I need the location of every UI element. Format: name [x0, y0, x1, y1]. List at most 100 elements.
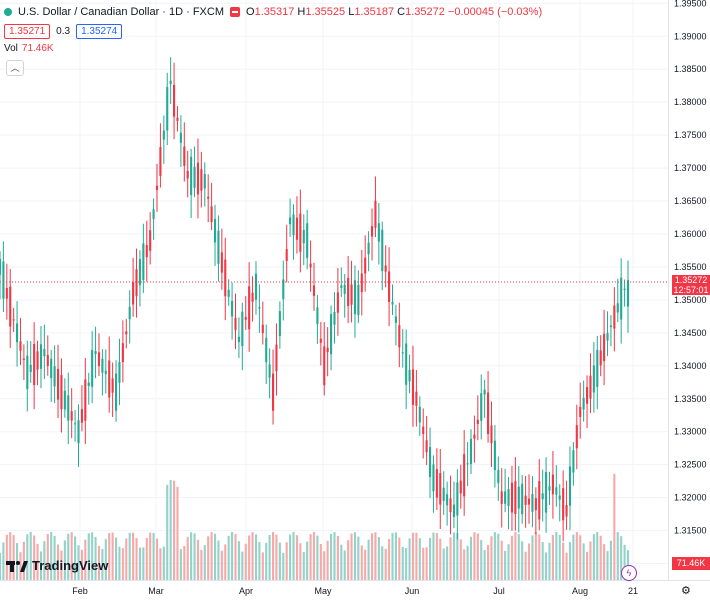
candle-body [84, 379, 87, 421]
volume-bar [33, 535, 36, 580]
volume-bar [166, 484, 169, 580]
symbol-title[interactable]: U.S. Dollar / Canadian Dollar · 1D · FXC… [18, 6, 225, 18]
price-tick-label: 1.38000 [674, 97, 707, 107]
buy-price-button[interactable]: 1.35274 [76, 24, 123, 39]
volume-bar [592, 534, 595, 580]
volume-bar [575, 532, 578, 580]
volume-bar [446, 546, 449, 580]
volume-bar [217, 540, 220, 580]
candle-body [473, 434, 476, 439]
volume-bar [319, 543, 322, 580]
price-axis[interactable]: 1.39500 1.39000 1.38500 1.38000 1.37500 1.370… [668, 0, 710, 600]
volume-bar [77, 545, 80, 580]
candle-body [565, 505, 568, 517]
candle-body [33, 343, 36, 385]
candle-body [428, 446, 432, 478]
price-tick-label: 1.36000 [674, 229, 707, 239]
candle-body [12, 319, 15, 321]
volume-bar [401, 546, 404, 580]
candle-body [343, 284, 346, 294]
candle-body [0, 259, 2, 275]
candle-body [388, 271, 391, 302]
tradingview-logo[interactable]: TradingView [6, 558, 108, 573]
candle-body [234, 317, 237, 331]
candle-body [91, 350, 94, 387]
candle-body [350, 284, 353, 305]
volume-bar [340, 544, 343, 580]
time-tick-label: Jul [493, 586, 505, 596]
candle-body [74, 423, 77, 425]
candle-body [60, 375, 63, 410]
volume-bar [432, 532, 435, 580]
candle-body [220, 252, 223, 273]
volume-bar [213, 533, 217, 580]
candle-body [183, 146, 186, 166]
candle-body [111, 378, 114, 393]
volume-bar [254, 534, 258, 580]
volume-bar [5, 534, 8, 580]
volume-bar [411, 532, 415, 580]
candle-body [231, 300, 234, 317]
volume-bar [469, 536, 473, 580]
volume-bar [377, 537, 380, 580]
candle-body [333, 311, 336, 325]
volume-bar [507, 544, 510, 580]
candle-body [545, 472, 548, 513]
candle-body [572, 450, 575, 473]
volume-bar [449, 537, 452, 580]
candle-body [422, 426, 425, 435]
candle-body [108, 360, 111, 398]
candle-body [254, 273, 258, 300]
volume-bar [309, 534, 312, 580]
candle-body [319, 338, 322, 343]
candle-body [589, 375, 592, 399]
volume-bar [545, 552, 548, 580]
goto-realtime-icon[interactable]: ϟ [621, 565, 637, 581]
volume-bar [565, 552, 568, 580]
volume-bar [415, 532, 418, 580]
volume-legend: Vol 71.46K [4, 43, 54, 54]
volume-bar [343, 550, 346, 580]
candle-body [2, 261, 5, 299]
candle-body [463, 454, 466, 497]
volume-bar [63, 540, 66, 580]
candle-body [585, 387, 589, 404]
volume-bar [514, 532, 517, 580]
candle-body [207, 196, 210, 199]
time-axis[interactable]: Feb Mar Apr May Jun Jul Aug 21 [0, 580, 710, 600]
candle-body [623, 288, 626, 291]
volume-bar [268, 535, 271, 580]
volume-bar [169, 479, 172, 580]
volume-bar [497, 533, 500, 580]
volume-bar [596, 532, 599, 580]
volume-bar [487, 544, 490, 580]
candle-body [278, 311, 281, 337]
sell-price-button[interactable]: 1.35271 [4, 24, 51, 39]
volume-bar [244, 543, 247, 580]
volume-bar [224, 544, 227, 580]
candlestick-series [0, 57, 630, 542]
candle-body [101, 358, 104, 373]
volume-bar [0, 553, 2, 580]
volume-bar [227, 535, 230, 580]
volume-bar [405, 548, 408, 580]
candle-body [87, 382, 90, 386]
candle-body [534, 498, 537, 511]
chevron-up-icon[interactable]: ︿ [6, 60, 24, 76]
candle-body [418, 406, 421, 423]
candle-body [476, 419, 479, 424]
volume-bar [439, 538, 442, 580]
gear-icon[interactable]: ⚙ [681, 585, 691, 597]
candle-body [135, 269, 138, 297]
hide-series-icon[interactable] [230, 7, 241, 17]
candle-body [507, 489, 510, 507]
volume-bar [367, 539, 370, 580]
candle-body [562, 488, 565, 521]
candle-body [248, 286, 251, 330]
candle-body [411, 369, 415, 405]
volume-bar [118, 546, 121, 580]
candle-body [104, 370, 107, 375]
volume-bar [582, 543, 585, 580]
candle-body [292, 214, 295, 236]
